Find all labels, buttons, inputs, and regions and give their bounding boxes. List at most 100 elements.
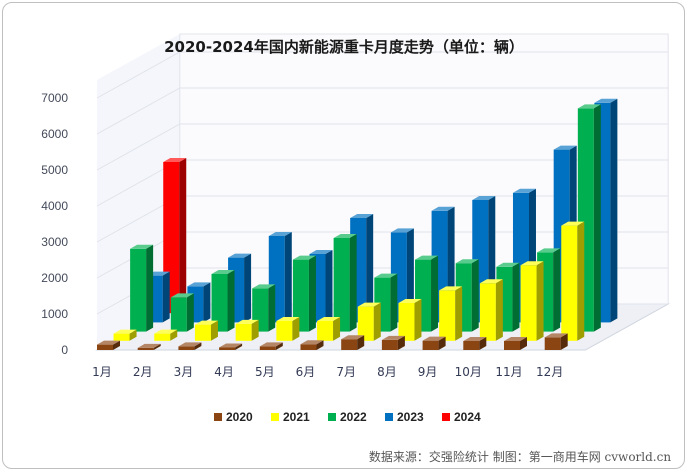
bar-2021-12月: [561, 221, 585, 341]
bar-top: [187, 282, 211, 287]
bar-side: [244, 253, 252, 323]
y-tick-label: 0: [61, 343, 68, 357]
bar-front: [235, 323, 252, 341]
bar-2020-1月: [97, 340, 120, 350]
x-category-label: 3月: [174, 365, 194, 379]
bar-side: [406, 228, 414, 323]
bar-2021-9月: [439, 286, 463, 341]
y-tick-label: 3000: [41, 235, 68, 249]
bar-2020-11月: [504, 337, 527, 350]
bar-top: [398, 299, 422, 303]
legend-item-2023: 2023: [385, 410, 424, 424]
bar-2020-6月: [300, 340, 324, 350]
bar-side: [610, 98, 618, 323]
x-category-label: 2月: [133, 365, 153, 379]
bar-2020-4月: [219, 343, 243, 350]
bar-side: [390, 273, 398, 332]
bar-2020-5月: [259, 342, 283, 350]
bar-front: [130, 248, 147, 332]
legend-label: 2021: [283, 410, 310, 424]
bar-2020-2月: [137, 343, 161, 350]
bar-2021-10月: [479, 279, 503, 341]
bar-side: [325, 250, 333, 323]
bar-2021-7月: [357, 302, 381, 341]
bar-top: [228, 253, 252, 258]
bar-side: [210, 320, 218, 341]
bar-2020-7月: [341, 335, 365, 350]
x-axis-labels: 1月 2月 3月 4月 5月 6月 7月 8月 9月 10月 11月 12月: [92, 365, 563, 379]
bar-front: [219, 347, 236, 350]
bar-2022-1月: [130, 244, 154, 332]
bar-2021-2月: [154, 329, 178, 341]
y-tick-label: 1000: [41, 307, 68, 321]
bar-top: [553, 145, 577, 150]
bar-front: [178, 346, 195, 350]
bar-top: [341, 335, 365, 340]
bar-top: [577, 104, 601, 109]
bar-top: [594, 98, 618, 103]
bar-2022-3月: [211, 270, 235, 332]
bar-side: [520, 337, 527, 350]
bar-top: [137, 343, 161, 348]
bar-side: [146, 244, 154, 332]
bar-2021-6月: [317, 317, 341, 341]
bar-side: [275, 342, 283, 350]
bar-front: [463, 341, 480, 350]
bar-top: [390, 228, 414, 233]
bar-side: [194, 342, 202, 350]
gridline: [96, 51, 669, 99]
bar-2021-11月: [520, 261, 544, 341]
bar-front: [259, 346, 276, 350]
bar-front: [194, 324, 211, 341]
bar-2021-8月: [398, 299, 422, 341]
source-note: 数据来源：交强险统计 制图：第一商用车网 cvworld.cn: [369, 449, 671, 464]
bar-side: [227, 270, 235, 332]
x-category-label: 5月: [255, 365, 275, 379]
bar-side: [431, 255, 439, 332]
legend-swatch: [385, 413, 393, 421]
y-tick-label: 7000: [41, 91, 68, 105]
bar-top: [268, 232, 292, 236]
bar-2022-2月: [170, 293, 194, 332]
bar-top: [309, 250, 333, 254]
bar-side: [316, 340, 324, 350]
bar-2021-1月: [113, 329, 137, 341]
bar-front: [398, 303, 415, 341]
bar-side: [495, 279, 503, 341]
bar-2022-5月: [292, 255, 316, 332]
bar-side: [414, 299, 422, 341]
bar-front: [292, 259, 309, 332]
legend-swatch: [328, 413, 336, 421]
bar-front: [381, 339, 398, 350]
bar-2022-6月: [333, 234, 357, 332]
bar-side: [235, 343, 243, 350]
bar-top: [350, 214, 374, 218]
bar-top: [544, 333, 568, 338]
bar-top: [374, 273, 398, 278]
bar-top: [163, 158, 187, 162]
legend-item-2024: 2024: [442, 410, 481, 424]
bar-front: [422, 340, 439, 350]
bar-front: [276, 321, 293, 341]
bar-front: [97, 344, 113, 350]
bar-side: [268, 284, 276, 332]
x-category-label: 4月: [214, 365, 234, 379]
chart-title: 2020-2024年国内新能源重卡月度走势（单位：辆）: [164, 38, 524, 56]
legend-item-2022: 2022: [328, 410, 367, 424]
bar-top: [357, 302, 381, 307]
bar-side: [153, 343, 161, 350]
bar-front: [504, 341, 520, 350]
y-tick-label: 4000: [41, 199, 68, 213]
bar-side: [577, 221, 585, 341]
bar-front: [357, 306, 374, 341]
bar-top: [422, 336, 446, 341]
bar-side: [536, 261, 544, 341]
bar-top: [235, 319, 259, 324]
bar-2020-9月: [422, 336, 446, 350]
bar-top: [561, 221, 585, 226]
bar-front: [113, 333, 130, 341]
bar-top: [113, 329, 137, 334]
bar-front: [154, 333, 171, 341]
bar-side: [203, 282, 211, 323]
